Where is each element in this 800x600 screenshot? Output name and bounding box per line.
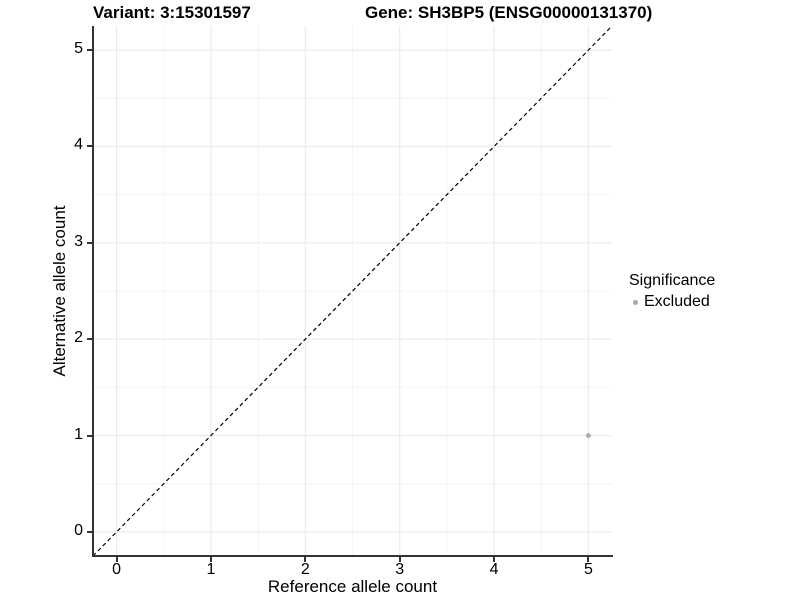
y-tick-label: 0 [74, 521, 83, 539]
legend-item-excluded: Excluded [629, 293, 715, 311]
y-tick-mark [87, 241, 92, 244]
x-tick-mark [398, 557, 401, 562]
x-tick-mark [587, 557, 590, 562]
x-tick-label: 3 [395, 561, 405, 578]
data-point [586, 433, 591, 438]
y-axis-line [92, 26, 94, 557]
x-tick-label: 4 [489, 561, 499, 578]
y-tick-label: 2 [74, 329, 83, 347]
x-axis-title: Reference allele count [267, 577, 438, 596]
legend: Significance Excluded [629, 272, 715, 311]
y-tick-mark [87, 338, 92, 341]
x-tick-label: 1 [206, 561, 216, 578]
y-tick-mark [87, 145, 92, 148]
y-tick-mark [87, 530, 92, 533]
x-axis-line [92, 555, 613, 557]
x-tick-mark [209, 557, 212, 562]
identity-line [93, 26, 612, 556]
y-tick-label: 3 [74, 232, 83, 250]
x-tick-mark [493, 557, 496, 562]
y-axis-title-text: Alternative allele count [50, 205, 69, 377]
plot-panel [93, 26, 612, 556]
plot-title-variant: Variant: 3:15301597 [93, 3, 251, 22]
y-tick-label: 4 [74, 136, 83, 154]
y-tick-label: 1 [74, 425, 83, 443]
x-tick-mark [115, 557, 118, 562]
legend-title: Significance [629, 272, 716, 289]
x-tick-mark [304, 557, 307, 562]
plot-title-gene: Gene: SH3BP5 (ENSG00000131370) [365, 3, 653, 22]
x-tick-label: 2 [300, 561, 310, 578]
plot-panel-canvas [93, 26, 612, 556]
y-tick-mark [87, 49, 92, 52]
legend-point-icon [633, 299, 638, 305]
y-tick-mark [87, 434, 92, 437]
x-tick-label: 5 [583, 561, 593, 578]
legend-item-label: Excluded [644, 293, 710, 310]
y-tick-label: 5 [74, 40, 83, 58]
x-tick-label: 0 [112, 561, 122, 578]
